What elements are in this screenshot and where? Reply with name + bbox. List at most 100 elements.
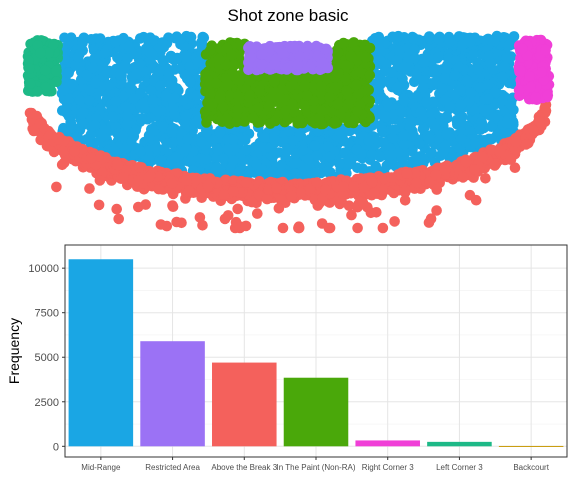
scatter-point (126, 135, 137, 147)
scatter-point (398, 130, 410, 141)
scatter-point (211, 162, 223, 173)
scatter-point (172, 52, 183, 64)
scatter-point (157, 54, 168, 66)
scatter-point (90, 77, 101, 89)
scatter-point (439, 73, 450, 84)
scatter-point (380, 111, 391, 123)
scatter-point (78, 107, 89, 118)
scatter-point (110, 36, 121, 48)
scatter-point (424, 31, 435, 42)
scatter-point (134, 58, 145, 70)
scatter-point (72, 51, 84, 63)
x-tick-label: Right Corner 3 (362, 463, 415, 472)
scatter-point (63, 67, 74, 79)
scatter-point (503, 40, 515, 51)
scatter-point (234, 166, 245, 177)
scatter-point (259, 132, 270, 143)
scatter-point (145, 84, 157, 96)
scatter-point (309, 140, 321, 151)
scatter-point (440, 140, 451, 151)
scatter-point (154, 66, 165, 77)
scatter-point (161, 65, 173, 77)
scatter-point (415, 106, 427, 118)
scatter-point (462, 75, 473, 86)
scatter-point (379, 65, 391, 77)
scatter-point (227, 155, 239, 166)
scatter-point (175, 34, 186, 45)
scatter-point (447, 152, 458, 163)
scatter-point (409, 44, 421, 56)
scatter-point (310, 167, 321, 178)
scatter-point (222, 143, 234, 155)
bar-left-corner-3 (427, 441, 492, 447)
scatter-point (228, 134, 239, 145)
x-tick-label: Above the Break 3 (211, 463, 277, 472)
scatter-point (144, 131, 155, 143)
scatter-point (396, 107, 408, 118)
scatter-point (157, 121, 169, 132)
scatter-point (483, 50, 495, 62)
scatter-point (212, 144, 224, 156)
scatter-point (290, 148, 302, 159)
scatter-point (151, 143, 162, 154)
y-tick-label: 7500 (35, 308, 59, 320)
scatter-series-mid-range (56, 30, 520, 184)
scatter-point (136, 113, 147, 124)
scatter-point (465, 87, 477, 98)
scatter-point (437, 83, 449, 95)
scatter-point (86, 34, 97, 45)
x-tick-label: Backcourt (513, 463, 549, 472)
scatter-point (269, 126, 280, 138)
x-tick-label: In The Paint (Non-RA) (277, 463, 356, 472)
scatter-point (77, 37, 88, 48)
scatter-point (155, 80, 166, 92)
bar-above-the-break-3 (212, 362, 277, 447)
scatter-point (501, 52, 513, 63)
scatter-point (408, 33, 419, 44)
scatter-point (476, 116, 487, 128)
scatter-point (109, 145, 120, 157)
scatter-point (457, 111, 468, 123)
scatter-point (428, 67, 439, 78)
scatter-point (393, 45, 405, 56)
scatter-point (373, 86, 385, 98)
scatter-point (363, 135, 375, 147)
scatter-point (65, 116, 76, 128)
scatter-point (311, 150, 323, 162)
bar-in-the-paint-non-ra (283, 377, 349, 447)
chart-title: Shot zone basic (227, 6, 349, 25)
scatter-point (485, 34, 496, 46)
scatter-point (131, 68, 142, 80)
scatter-point (441, 128, 452, 140)
x-tick-label: Left Corner 3 (436, 463, 483, 472)
y-tick-label: 10000 (28, 263, 59, 275)
scatter-point (218, 153, 229, 164)
scatter-point (425, 147, 437, 159)
scatter-point (96, 131, 108, 142)
scatter-point (433, 34, 444, 45)
scatter-point (179, 117, 191, 129)
scatter-point (433, 51, 444, 63)
x-tick-label: Restricted Area (145, 463, 200, 472)
scatter-point (412, 89, 424, 101)
scatter-point (404, 114, 416, 126)
scatter-point (225, 166, 236, 178)
scatter-point (366, 149, 378, 160)
scatter-point (414, 138, 425, 149)
scatter-point (464, 36, 476, 48)
scatter-point (271, 147, 283, 159)
scatter-point (455, 84, 466, 96)
scatter-point (268, 134, 280, 146)
scatter-point (475, 82, 486, 93)
scatter-point (374, 151, 386, 163)
scatter-point (455, 99, 467, 110)
y-tick-label: 2500 (35, 397, 59, 409)
bar-backcourt (498, 445, 564, 447)
scatter-point (59, 32, 70, 44)
scatter-point (373, 38, 385, 50)
y-axis-title: Frequency (6, 318, 22, 384)
x-tick-label: Mid-Range (81, 463, 121, 472)
scatter-point (168, 102, 179, 114)
